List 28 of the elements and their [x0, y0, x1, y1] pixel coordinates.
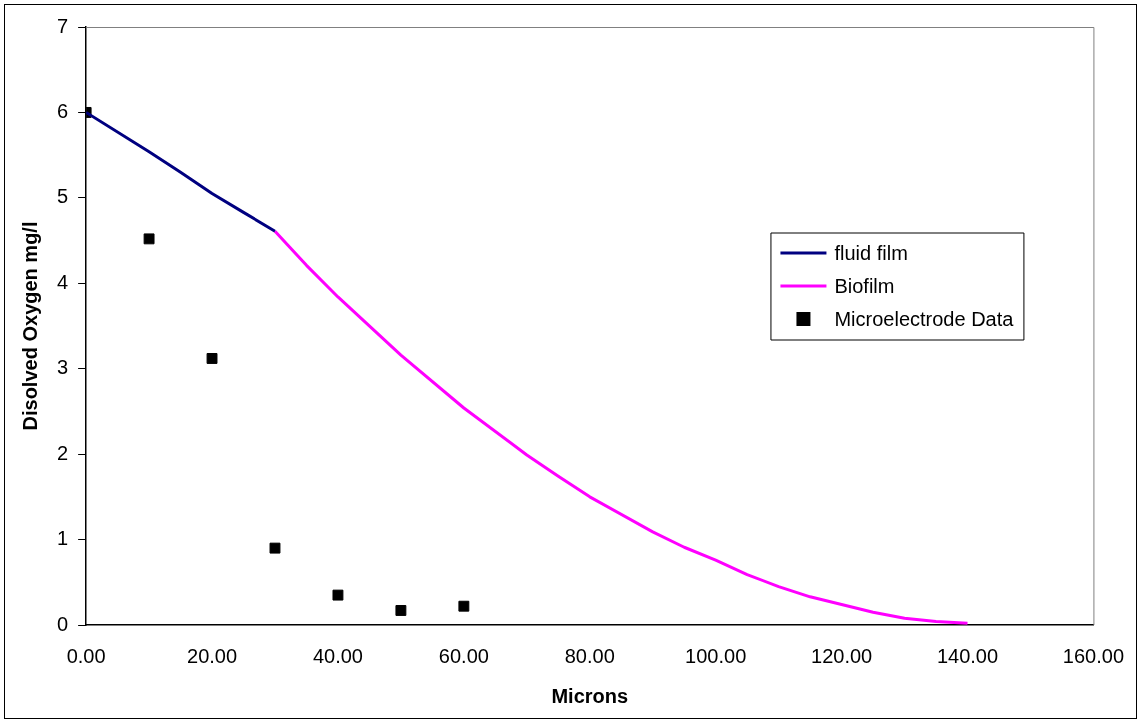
y-tick-label: 6 — [57, 99, 69, 122]
x-tick-label: 20.00 — [187, 644, 238, 667]
x-tick-label: 120.00 — [811, 644, 873, 667]
point — [269, 542, 281, 554]
point — [206, 353, 218, 364]
x-tick-label: 160.00 — [1062, 644, 1124, 667]
legend-label: fluid film — [834, 241, 908, 264]
y-tick-label: 5 — [57, 185, 69, 208]
x-tick-label: 40.00 — [312, 644, 363, 667]
x-axis-title: Microns — [551, 684, 629, 707]
x-tick-label: 100.00 — [685, 644, 747, 667]
y-tick-label: 2 — [57, 441, 69, 464]
point — [395, 605, 407, 616]
point — [458, 600, 470, 612]
x-tick-label: 80.00 — [564, 644, 615, 667]
x-tick-label: 60.00 — [438, 644, 489, 667]
y-tick-label: 1 — [57, 527, 69, 550]
y-axis-title: Disolved Oxygen mg/l — [18, 221, 41, 431]
x-tick-label: 140.00 — [936, 644, 999, 667]
legend-label: Biofilm — [834, 274, 895, 297]
point — [332, 589, 344, 601]
y-tick-label: 3 — [57, 356, 69, 379]
legend-label: Microelectrode Data — [834, 307, 1015, 330]
x-tick-label: 0.00 — [66, 644, 106, 667]
y-tick-label: 4 — [57, 270, 69, 293]
point — [143, 233, 155, 245]
y-tick-label: 7 — [57, 14, 69, 37]
y-tick-label: 0 — [57, 612, 69, 635]
